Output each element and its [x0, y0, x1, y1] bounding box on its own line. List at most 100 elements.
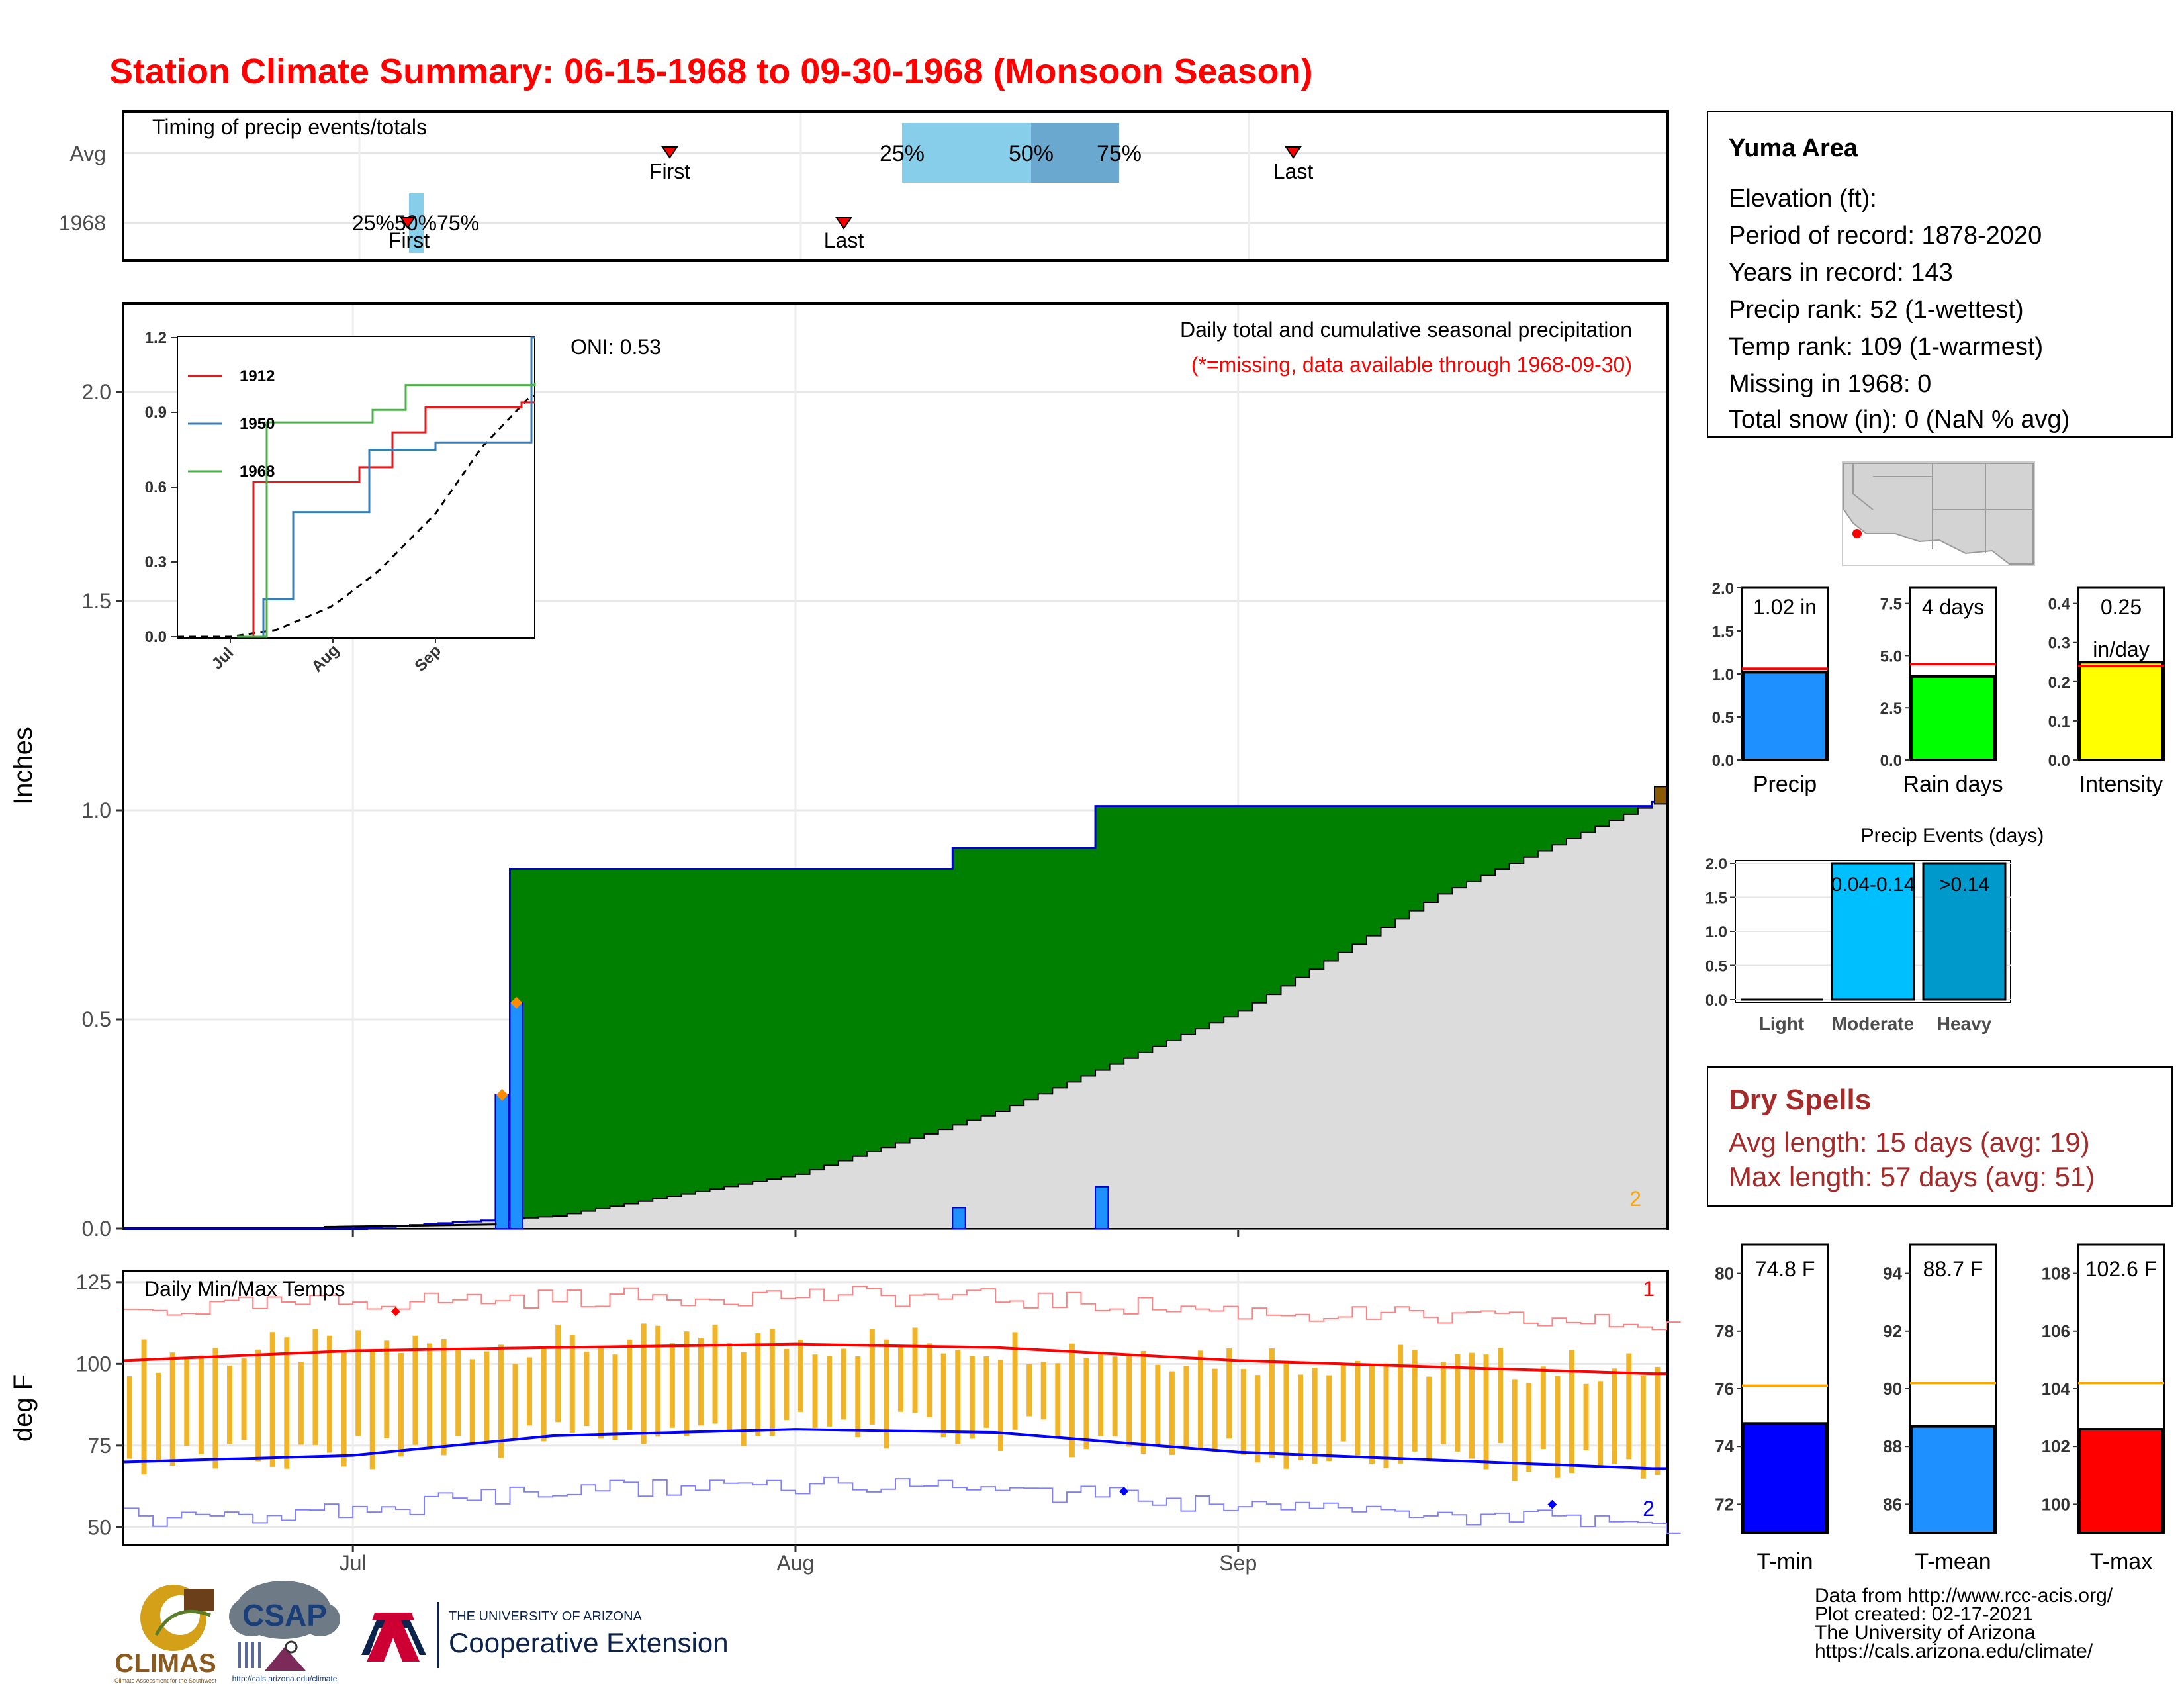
- daily-temp-bar: [1169, 1371, 1175, 1455]
- daily-temp-bar: [684, 1331, 690, 1436]
- oni-label: ONI: 0.53: [570, 335, 661, 359]
- avg-first-marker: [661, 146, 678, 159]
- mini-ytick-label: 1.0: [1712, 666, 1734, 684]
- daily-temp-bar: [641, 1323, 647, 1444]
- daily-temp-bar: [455, 1348, 461, 1436]
- daily-precip-record-marker: [510, 996, 523, 1009]
- daily-temp-bar: [955, 1350, 961, 1444]
- inset-series-1968: [237, 382, 536, 638]
- month-label: Jul: [340, 1551, 367, 1575]
- daily-temp-bar: [698, 1338, 704, 1426]
- daily-temp-bar: [1383, 1363, 1389, 1468]
- mini-ytick-label: 0.4: [2048, 596, 2071, 614]
- daily-temp-bar: [312, 1329, 318, 1445]
- inset-ytick-label: 1.2: [145, 329, 167, 347]
- inset-ytick-label: 0.9: [145, 404, 167, 422]
- avg-quartile-box-low: [902, 123, 1031, 183]
- climas-text: CLIMAS: [114, 1649, 216, 1678]
- daily-temp-bar: [1512, 1379, 1518, 1481]
- temp-ytick-label: 50: [87, 1515, 111, 1539]
- daily-temp-bar: [755, 1333, 761, 1436]
- daily-temp-bar: [1626, 1353, 1632, 1460]
- daily-temp-bar: [141, 1339, 147, 1475]
- daily-temp-bar: [284, 1337, 290, 1469]
- temp-value-text: 74.8 F: [1755, 1257, 1815, 1281]
- temp-value-text: 88.7 F: [1923, 1257, 1983, 1281]
- daily-temp-bar: [627, 1339, 633, 1430]
- station-line-temp-rank: Temp rank: 109 (1-warmest): [1729, 333, 2043, 361]
- temp-chart-label: T-max: [2090, 1549, 2152, 1574]
- event-bar-label: >0.14: [1939, 874, 1989, 896]
- temp-ytick-label: 106: [2042, 1321, 2070, 1341]
- main-ytick-label: 0.5: [82, 1008, 111, 1031]
- daily-temp-bar: [412, 1335, 418, 1445]
- station-location-marker: [1852, 529, 1862, 538]
- daily-temp-bar: [898, 1345, 903, 1412]
- daily-temp-bar: [427, 1343, 433, 1449]
- month-label: Sep: [1219, 1551, 1257, 1575]
- temp-ytick-label: 74: [1715, 1436, 1734, 1456]
- daily-temp-bar: [369, 1349, 375, 1470]
- daily-temp-bar: [1155, 1364, 1161, 1444]
- note-missing: (*=missing, data available through 1968-…: [1191, 353, 1632, 377]
- daily-temp-bar: [1440, 1362, 1446, 1445]
- mini-value-text: 1.02 in: [1753, 595, 1817, 619]
- mini-ytick-label: 2.0: [1712, 580, 1734, 598]
- events-ytick-label: 0.5: [1706, 958, 1727, 976]
- inset-legend-label: 1912: [240, 367, 275, 385]
- record-min-marker: [1547, 1499, 1557, 1509]
- daily-temp-bar: [227, 1365, 233, 1444]
- mini-value-text: 0.25: [2101, 595, 2142, 619]
- daily-temp-bar: [584, 1351, 590, 1427]
- mini-ytick-label: 1.5: [1712, 623, 1734, 641]
- station-line-snow: Total snow (in): 0 (NaN % avg): [1729, 406, 2070, 434]
- daily-temp-bar: [1469, 1352, 1475, 1459]
- temp-ytick-label: 86: [1883, 1494, 1902, 1514]
- note-title: Daily total and cumulative seasonal prec…: [1180, 318, 1632, 342]
- credit-url: https://cals.arizona.edu/climate/: [1815, 1640, 2093, 1662]
- temp-panel-label: Daily Min/Max Temps: [144, 1277, 345, 1301]
- daily-temp-bar: [598, 1346, 604, 1439]
- avg-pct-75: 75%: [1097, 141, 1142, 166]
- temp-ytick-label: 76: [1715, 1379, 1734, 1399]
- daily-temp-bar: [1198, 1350, 1204, 1449]
- main-ytick-label: 1.0: [82, 798, 111, 822]
- record-max-marker: [390, 1307, 400, 1317]
- daily-temp-bar: [1040, 1362, 1046, 1420]
- station-line-period: Period of record: 1878-2020: [1729, 222, 2042, 250]
- events-ytick-label: 1.0: [1706, 923, 1727, 941]
- mini-ytick-label: 0.0: [2048, 752, 2070, 770]
- temp-ylabel: deg F: [9, 1374, 38, 1442]
- daily-temp-bar: [327, 1335, 333, 1453]
- mini-chart-label: Rain days: [1903, 772, 2003, 797]
- inset-series-1950: [237, 336, 535, 638]
- record-min-marker: [1119, 1486, 1129, 1496]
- timing-panel: Timing of precip events/totals Avg 1968 …: [59, 110, 1669, 262]
- mini-chart-label: Intensity: [2079, 772, 2163, 797]
- event-bar-label: 0.04-0.14: [1831, 874, 1915, 896]
- daily-temp-bar: [1298, 1374, 1304, 1461]
- daily-precip-bar: [1095, 1186, 1109, 1230]
- station-line-missing: Missing in 1968: 0: [1729, 370, 1931, 398]
- credit-created: Plot created: 02-17-2021: [1815, 1603, 2033, 1625]
- temp-ytick-label: 90: [1883, 1379, 1902, 1399]
- daily-temp-bar: [712, 1324, 718, 1424]
- daily-temp-bar: [541, 1346, 547, 1442]
- daily-temp-bar: [1098, 1353, 1104, 1436]
- row1968-last-label: Last: [824, 228, 864, 252]
- daily-temp-bar: [827, 1356, 833, 1427]
- daily-temp-bar: [355, 1330, 361, 1436]
- avg-last-marker: [1285, 146, 1302, 159]
- daily-precip-bar: [952, 1207, 966, 1230]
- daily-temp-bar: [498, 1344, 504, 1458]
- temp-ytick-label: 94: [1883, 1264, 1902, 1284]
- main-ytick-label: 0.0: [82, 1217, 111, 1241]
- avg-first-label: First: [649, 160, 690, 183]
- inset-series-1912: [237, 401, 535, 638]
- daily-temp-bar: [1369, 1366, 1375, 1464]
- daily-temp-bar: [1483, 1354, 1489, 1470]
- temp-panel: Daily Min/Max Temps 1 2 deg F 125 100 75 50…: [9, 1230, 1681, 1575]
- daily-temp-bar: [384, 1340, 390, 1438]
- avg-quartile-box-high: [1031, 123, 1119, 183]
- daily-temp-bar: [1055, 1363, 1061, 1438]
